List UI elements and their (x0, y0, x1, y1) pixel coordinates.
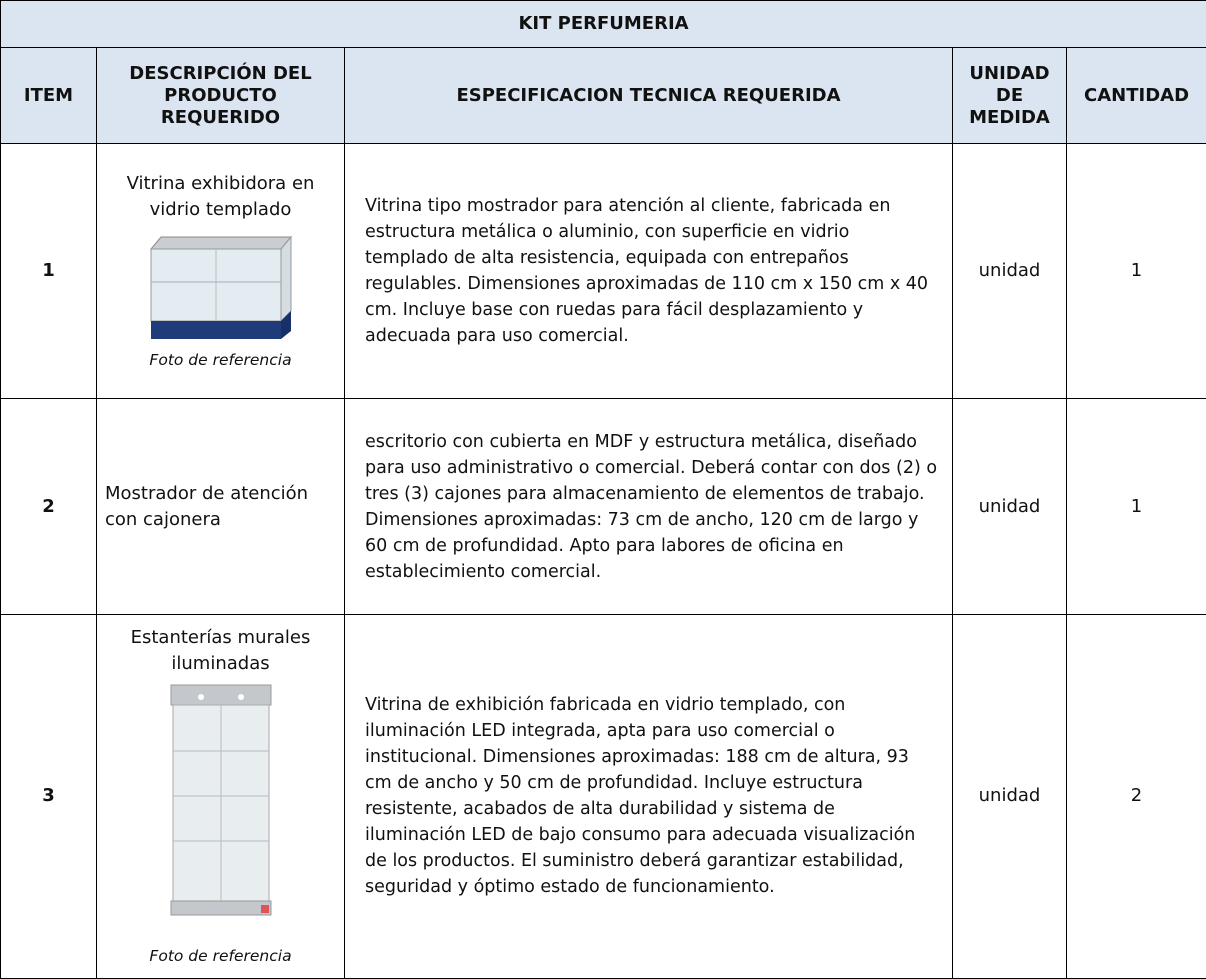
header-cell: UNIDAD DE MEDIDA (952, 47, 1067, 145)
header-cell: CANTIDAD (1065, 47, 1206, 145)
table-title: KIT PERFUMERIA (0, 0, 1206, 49)
header-cell: ESPECIFICACION TECNICA REQUERIDA (344, 47, 953, 145)
unit-cell: unidad (952, 613, 1067, 979)
image-caption: Foto de referencia (149, 351, 292, 370)
image-caption: Foto de referencia (149, 947, 292, 966)
specification-cell: Vitrina tipo mostrador para atención al … (344, 143, 953, 400)
item-cell: 2 (0, 398, 97, 615)
quantity-cell: 1 (1065, 398, 1206, 615)
product-photo (149, 235, 292, 340)
item-cell: 3 (0, 613, 97, 979)
unit-cell: unidad (952, 398, 1067, 615)
description-cell: Estanterías murales iluminadas Foto de r… (96, 613, 345, 979)
specification-cell: escritorio con cubierta en MDF y estruct… (344, 398, 953, 615)
header-cell: DESCRIPCIÓN DEL PRODUCTO REQUERIDO (96, 47, 345, 145)
row: 1 Vitrina exhibidora en vidrio templado … (0, 143, 1206, 400)
description: Estanterías murales iluminadas (130, 627, 311, 675)
header-cell: ITEM (0, 47, 97, 145)
row: 2 Mostrador de atención con cajonera esc… (0, 398, 1206, 615)
specification-cell: Vitrina de exhibición fabricada en vidri… (344, 613, 953, 979)
quantity-cell: 1 (1065, 143, 1206, 400)
description: Vitrina exhibidora en vidrio templado (126, 173, 315, 221)
item-cell: 1 (0, 143, 97, 400)
header-row: ITEM DESCRIPCIÓN DEL PRODUCTO REQUERIDO … (0, 47, 1206, 145)
row: 3 Estanterías murales iluminadas Foto de… (0, 613, 1206, 979)
title-row: KIT PERFUMERIA (0, 0, 1206, 49)
quantity-cell: 2 (1065, 613, 1206, 979)
description-cell: Mostrador de atención con cajonera (96, 398, 345, 615)
product-photo (170, 684, 271, 916)
description-cell: Vitrina exhibidora en vidrio templado Fo… (96, 143, 345, 400)
unit-cell: unidad (952, 143, 1067, 400)
